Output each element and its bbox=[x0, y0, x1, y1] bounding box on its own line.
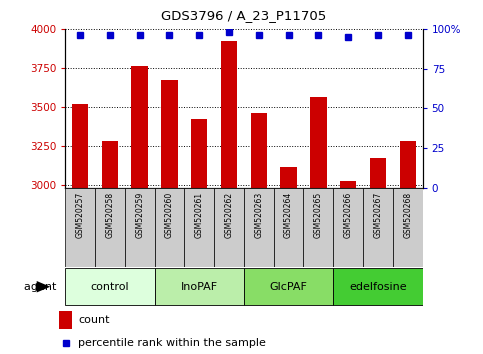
Bar bbox=[191, 119, 207, 188]
Text: GSM520261: GSM520261 bbox=[195, 192, 204, 238]
Bar bbox=[251, 113, 267, 188]
Text: agent: agent bbox=[25, 282, 60, 292]
Bar bbox=[131, 66, 148, 188]
Text: control: control bbox=[91, 282, 129, 292]
Bar bbox=[244, 268, 333, 306]
Bar bbox=[155, 268, 244, 306]
Bar bbox=[95, 188, 125, 267]
FancyArrow shape bbox=[36, 281, 50, 292]
Text: GSM520258: GSM520258 bbox=[105, 192, 114, 238]
Bar bbox=[244, 188, 274, 267]
Text: percentile rank within the sample: percentile rank within the sample bbox=[78, 338, 266, 348]
Bar bbox=[333, 268, 423, 306]
Bar bbox=[340, 181, 356, 188]
Text: GSM520262: GSM520262 bbox=[225, 192, 233, 238]
Text: GSM520263: GSM520263 bbox=[255, 192, 263, 238]
Text: edelfosine: edelfosine bbox=[349, 282, 407, 292]
Bar bbox=[393, 188, 423, 267]
Bar bbox=[274, 188, 303, 267]
Text: GSM520267: GSM520267 bbox=[373, 192, 383, 238]
Text: GSM520257: GSM520257 bbox=[76, 192, 85, 238]
Text: GSM520268: GSM520268 bbox=[403, 192, 412, 238]
Bar bbox=[221, 41, 237, 188]
Bar bbox=[65, 188, 95, 267]
Bar bbox=[281, 167, 297, 188]
Bar bbox=[59, 311, 72, 329]
Text: GSM520266: GSM520266 bbox=[344, 192, 353, 238]
Text: count: count bbox=[78, 315, 110, 325]
Bar bbox=[125, 188, 155, 267]
Text: GSM520264: GSM520264 bbox=[284, 192, 293, 238]
Bar bbox=[185, 188, 214, 267]
Bar bbox=[303, 188, 333, 267]
Text: GlcPAF: GlcPAF bbox=[270, 282, 308, 292]
Text: GSM520260: GSM520260 bbox=[165, 192, 174, 238]
Bar bbox=[399, 141, 416, 188]
Bar bbox=[310, 97, 327, 188]
Bar bbox=[214, 188, 244, 267]
Text: GDS3796 / A_23_P11705: GDS3796 / A_23_P11705 bbox=[161, 9, 327, 22]
Text: GSM520259: GSM520259 bbox=[135, 192, 144, 238]
Bar bbox=[370, 158, 386, 188]
Text: GSM520265: GSM520265 bbox=[314, 192, 323, 238]
Bar bbox=[161, 80, 178, 188]
Bar bbox=[333, 188, 363, 267]
Bar bbox=[155, 188, 185, 267]
Bar bbox=[65, 268, 155, 306]
Bar bbox=[72, 104, 88, 188]
Bar bbox=[102, 141, 118, 188]
Bar bbox=[363, 188, 393, 267]
Text: InoPAF: InoPAF bbox=[181, 282, 218, 292]
